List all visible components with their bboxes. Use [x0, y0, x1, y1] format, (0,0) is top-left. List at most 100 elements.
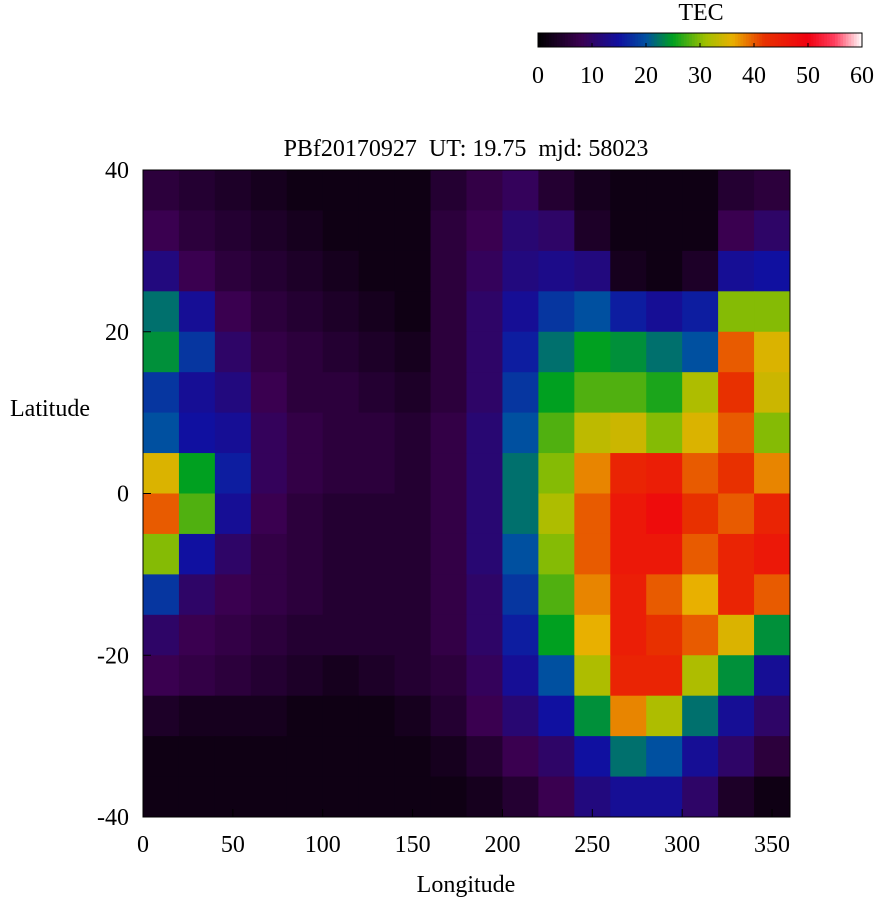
x-tick-label: 0 [137, 832, 149, 858]
x-tick-label: 200 [484, 832, 520, 858]
heatmap-cell [538, 291, 575, 333]
heatmap-cell [286, 776, 324, 818]
heatmap-cell [718, 614, 755, 656]
colorbar-segment [640, 33, 644, 47]
colorbar-segment [683, 33, 687, 47]
heatmap-cell [214, 412, 252, 454]
colorbar-segment [551, 33, 555, 47]
heatmap-cell [682, 372, 719, 414]
heatmap-cell [646, 493, 683, 535]
colorbar-segment [573, 33, 577, 47]
colorbar-segment [619, 33, 623, 47]
heatmap-cell [610, 170, 647, 211]
x-tick-label: 50 [221, 832, 245, 858]
heatmap-cell [682, 655, 719, 697]
colorbar-segment [783, 33, 787, 47]
colorbar-segment [700, 33, 704, 47]
heatmap-cell [610, 291, 647, 333]
colorbar-label: TEC [678, 0, 723, 26]
heatmap-cell [574, 655, 611, 697]
colorbar-segment [832, 33, 836, 47]
colorbar-segment [724, 33, 728, 47]
colorbar-segment [802, 33, 806, 47]
heatmap-cell [214, 291, 252, 333]
heatmap-cell [538, 412, 575, 454]
heatmap-cell [646, 574, 683, 616]
heatmap-cell [143, 453, 180, 494]
heatmap-cell [214, 533, 252, 575]
colorbar-segment [600, 33, 604, 47]
heatmap-cell [682, 170, 719, 211]
heatmap-cell [394, 372, 432, 414]
colorbar-segment [589, 33, 593, 47]
colorbar-segment [716, 33, 720, 47]
heatmap-cell [430, 210, 467, 252]
heatmap-cell [538, 331, 575, 373]
heatmap-cell [502, 412, 539, 454]
heatmap-cell [143, 210, 180, 252]
heatmap-cell [538, 574, 575, 616]
heatmap-cell [358, 412, 396, 454]
heatmap-cell [178, 533, 216, 575]
colorbar-segment [616, 33, 620, 47]
heatmap-cell [322, 170, 360, 211]
colorbar-segment [759, 33, 763, 47]
colorbar-tick-label: 30 [688, 63, 712, 89]
heatmap-cell [250, 453, 288, 494]
heatmap-cell [286, 291, 324, 333]
colorbar-segment [729, 33, 733, 47]
colorbar-segment [805, 33, 809, 47]
heatmap-cell [718, 412, 755, 454]
colorbar-segment [629, 33, 633, 47]
heatmap-cell [143, 574, 180, 616]
heatmap-cell [430, 614, 467, 656]
heatmap-cell [718, 291, 755, 333]
heatmap-cell [250, 736, 288, 778]
heatmap-cell [178, 614, 216, 656]
heatmap-cell [178, 210, 216, 252]
heatmap-cell [610, 736, 647, 778]
y-tick-label: 40 [105, 158, 129, 184]
heatmap-cell [610, 250, 647, 292]
colorbar-segment [708, 33, 712, 47]
heatmap-cell [466, 331, 503, 373]
heatmap-cell [286, 372, 324, 414]
heatmap-cell [322, 776, 360, 818]
heatmap-cell [322, 291, 360, 333]
heatmap-cell [178, 493, 216, 535]
heatmap-cell [538, 250, 575, 292]
colorbar-tick-label: 60 [850, 63, 874, 89]
heatmap-cell [178, 695, 216, 737]
heatmap-cell [682, 776, 719, 818]
colorbar-segment [656, 33, 660, 47]
heatmap-cell [430, 250, 467, 292]
heatmap-cell [682, 695, 719, 737]
heatmap-cell [143, 372, 180, 414]
heatmap-cell [178, 412, 216, 454]
heatmap-cell [502, 331, 539, 373]
colorbar-segment [686, 33, 690, 47]
x-tick-label: 100 [305, 832, 341, 858]
heatmap-cell [394, 170, 432, 211]
colorbar-segment [713, 33, 717, 47]
heatmap-cell [214, 655, 252, 697]
colorbar-segment [624, 33, 628, 47]
heatmap-cell [430, 453, 467, 494]
colorbar-segment [664, 33, 669, 47]
heatmap-cell [538, 614, 575, 656]
heatmap-cell [430, 493, 467, 535]
heatmap-cell [178, 776, 216, 818]
colorbar-segment [767, 33, 771, 47]
heatmap-cell [322, 655, 360, 697]
heatmap-cell [358, 453, 396, 494]
colorbar-segment [794, 33, 798, 47]
colorbar-segment [667, 33, 671, 47]
heatmap-cell [178, 250, 216, 292]
heatmap-cell [143, 655, 180, 697]
heatmap-cell [718, 776, 755, 818]
heatmap-cell [358, 210, 396, 252]
heatmap-cell [214, 695, 252, 737]
heatmap-cell [143, 695, 180, 737]
heatmap-cell [214, 493, 252, 535]
colorbar-segment [821, 33, 825, 47]
